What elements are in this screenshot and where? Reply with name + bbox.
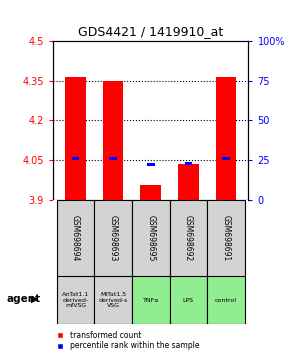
Text: MiTat1.5
derived-s
VSG: MiTat1.5 derived-s VSG [98,292,128,308]
Bar [132,276,170,324]
Text: AnTat1.1
derived-
mfVSG: AnTat1.1 derived- mfVSG [62,292,89,308]
Bar [65,76,86,200]
Bar [170,276,207,324]
Bar [140,185,161,200]
Text: GSM698694: GSM698694 [71,215,80,261]
Text: control: control [215,297,237,303]
Bar [215,76,236,200]
Text: LPS: LPS [183,297,194,303]
Text: GSM698692: GSM698692 [184,215,193,261]
Text: TNFα: TNFα [142,297,159,303]
Text: GSM698695: GSM698695 [146,215,155,261]
Bar [147,163,155,166]
Bar [132,200,170,276]
Bar [57,276,94,324]
Text: ▶: ▶ [31,294,38,304]
Text: GSM698693: GSM698693 [109,215,118,261]
Title: GDS4421 / 1419910_at: GDS4421 / 1419910_at [78,25,223,38]
Bar [170,200,207,276]
Bar [109,158,117,160]
Bar [94,276,132,324]
Text: GSM698691: GSM698691 [221,215,230,261]
Text: agent: agent [6,294,40,304]
Bar [207,200,245,276]
Bar [103,81,124,200]
Bar [178,164,199,200]
Bar [222,157,230,160]
Bar [185,162,192,165]
Bar [72,157,79,160]
Bar [207,276,245,324]
Bar [57,200,94,276]
Legend: transformed count, percentile rank within the sample: transformed count, percentile rank withi… [52,331,199,350]
Bar [94,200,132,276]
